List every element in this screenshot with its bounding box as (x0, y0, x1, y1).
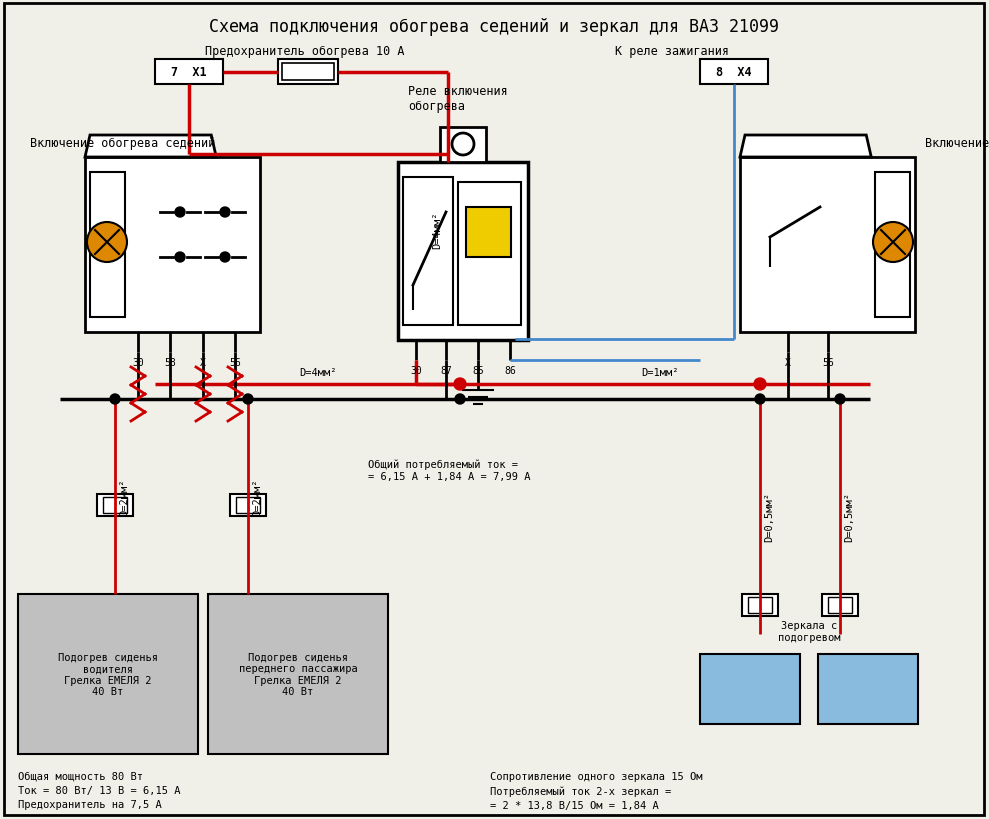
Circle shape (110, 395, 120, 405)
Bar (278, 60, 338, 85)
Text: 58: 58 (164, 358, 176, 368)
Text: Реле включения
обогрева: Реле включения обогрева (408, 85, 507, 113)
Bar (18, 595, 198, 754)
Bar (700, 60, 768, 85)
Bar (742, 595, 778, 616)
Circle shape (835, 395, 845, 405)
Text: 56: 56 (822, 358, 834, 368)
Bar (440, 128, 486, 163)
Text: 8  X4: 8 X4 (716, 66, 752, 79)
Text: 7  X1: 7 X1 (171, 66, 207, 79)
Text: 56: 56 (229, 358, 241, 368)
Bar (828, 597, 852, 613)
Bar (90, 173, 125, 318)
Bar (818, 654, 918, 724)
Text: D=0,5мм²: D=0,5мм² (844, 491, 854, 541)
Text: Включение обогрева зеркал: Включение обогрева зеркал (925, 137, 989, 150)
Text: 30: 30 (133, 358, 143, 368)
Bar (230, 495, 266, 516)
Text: D=2мм²: D=2мм² (119, 477, 129, 515)
Bar (85, 158, 260, 333)
Circle shape (220, 208, 230, 218)
Bar (740, 158, 915, 333)
Text: D=0,5мм²: D=0,5мм² (764, 491, 774, 541)
Text: Сопротивление одного зеркала 15 Ом
Потребляемый ток 2-х зеркал =
= 2 * 13,8 В/15: Сопротивление одного зеркала 15 Ом Потре… (490, 771, 702, 810)
Text: X: X (200, 358, 206, 368)
Text: Включение обогрева седений: Включение обогрева седений (30, 137, 216, 150)
Text: D=4мм²: D=4мм² (432, 211, 442, 248)
Text: Подогрев сиденья
водителя
Грелка ЕМЕЛЯ 2
40 Вт: Подогрев сиденья водителя Грелка ЕМЕЛЯ 2… (58, 652, 158, 696)
Bar (97, 495, 133, 516)
Bar (236, 497, 260, 514)
Circle shape (455, 395, 465, 405)
Text: 86: 86 (504, 365, 516, 376)
Text: D=2мм²: D=2мм² (252, 477, 262, 515)
Circle shape (175, 253, 185, 263)
Text: Общая мощность 80 Вт
Ток = 80 Вт/ 13 В = 6,15 А
Предохранитель на 7,5 А: Общая мощность 80 Вт Ток = 80 Вт/ 13 В =… (18, 771, 181, 809)
Circle shape (87, 223, 127, 263)
Text: X: X (785, 358, 791, 368)
Circle shape (243, 395, 253, 405)
Circle shape (452, 133, 474, 156)
Circle shape (220, 253, 230, 263)
Bar (748, 597, 772, 613)
Text: 30: 30 (410, 365, 422, 376)
Bar (822, 595, 858, 616)
Bar (155, 60, 223, 85)
Text: Схема подключения обогрева седений и зеркал для ВАЗ 21099: Схема подключения обогрева седений и зер… (209, 18, 779, 36)
Bar (282, 64, 334, 81)
Text: 87: 87 (440, 365, 452, 376)
Text: Общий потребляемый ток =
= 6,15 А + 1,84 А = 7,99 А: Общий потребляемый ток = = 6,15 А + 1,84… (368, 459, 530, 482)
Text: Подогрев сиденья
переднего пассажира
Грелка ЕМЕЛЯ 2
40 Вт: Подогрев сиденья переднего пассажира Гре… (238, 652, 357, 696)
Bar (875, 173, 910, 318)
Circle shape (755, 395, 765, 405)
Bar (403, 178, 453, 326)
Text: 85: 85 (472, 365, 484, 376)
Text: D=1мм²: D=1мм² (641, 368, 678, 378)
Polygon shape (85, 136, 217, 158)
Circle shape (754, 378, 766, 391)
Bar (398, 163, 528, 341)
Bar (466, 208, 511, 258)
Circle shape (873, 223, 913, 263)
Circle shape (454, 378, 466, 391)
Circle shape (175, 208, 185, 218)
Text: К реле зажигания: К реле зажигания (615, 45, 729, 58)
Bar (103, 497, 127, 514)
Text: Зеркала с
подогревом: Зеркала с подогревом (777, 621, 841, 642)
Polygon shape (740, 136, 871, 158)
Text: D=4мм²: D=4мм² (300, 368, 336, 378)
Bar (458, 183, 521, 326)
Bar (208, 595, 388, 754)
Text: Предохранитель обогрева 10 А: Предохранитель обогрева 10 А (206, 45, 405, 58)
Bar (700, 654, 800, 724)
